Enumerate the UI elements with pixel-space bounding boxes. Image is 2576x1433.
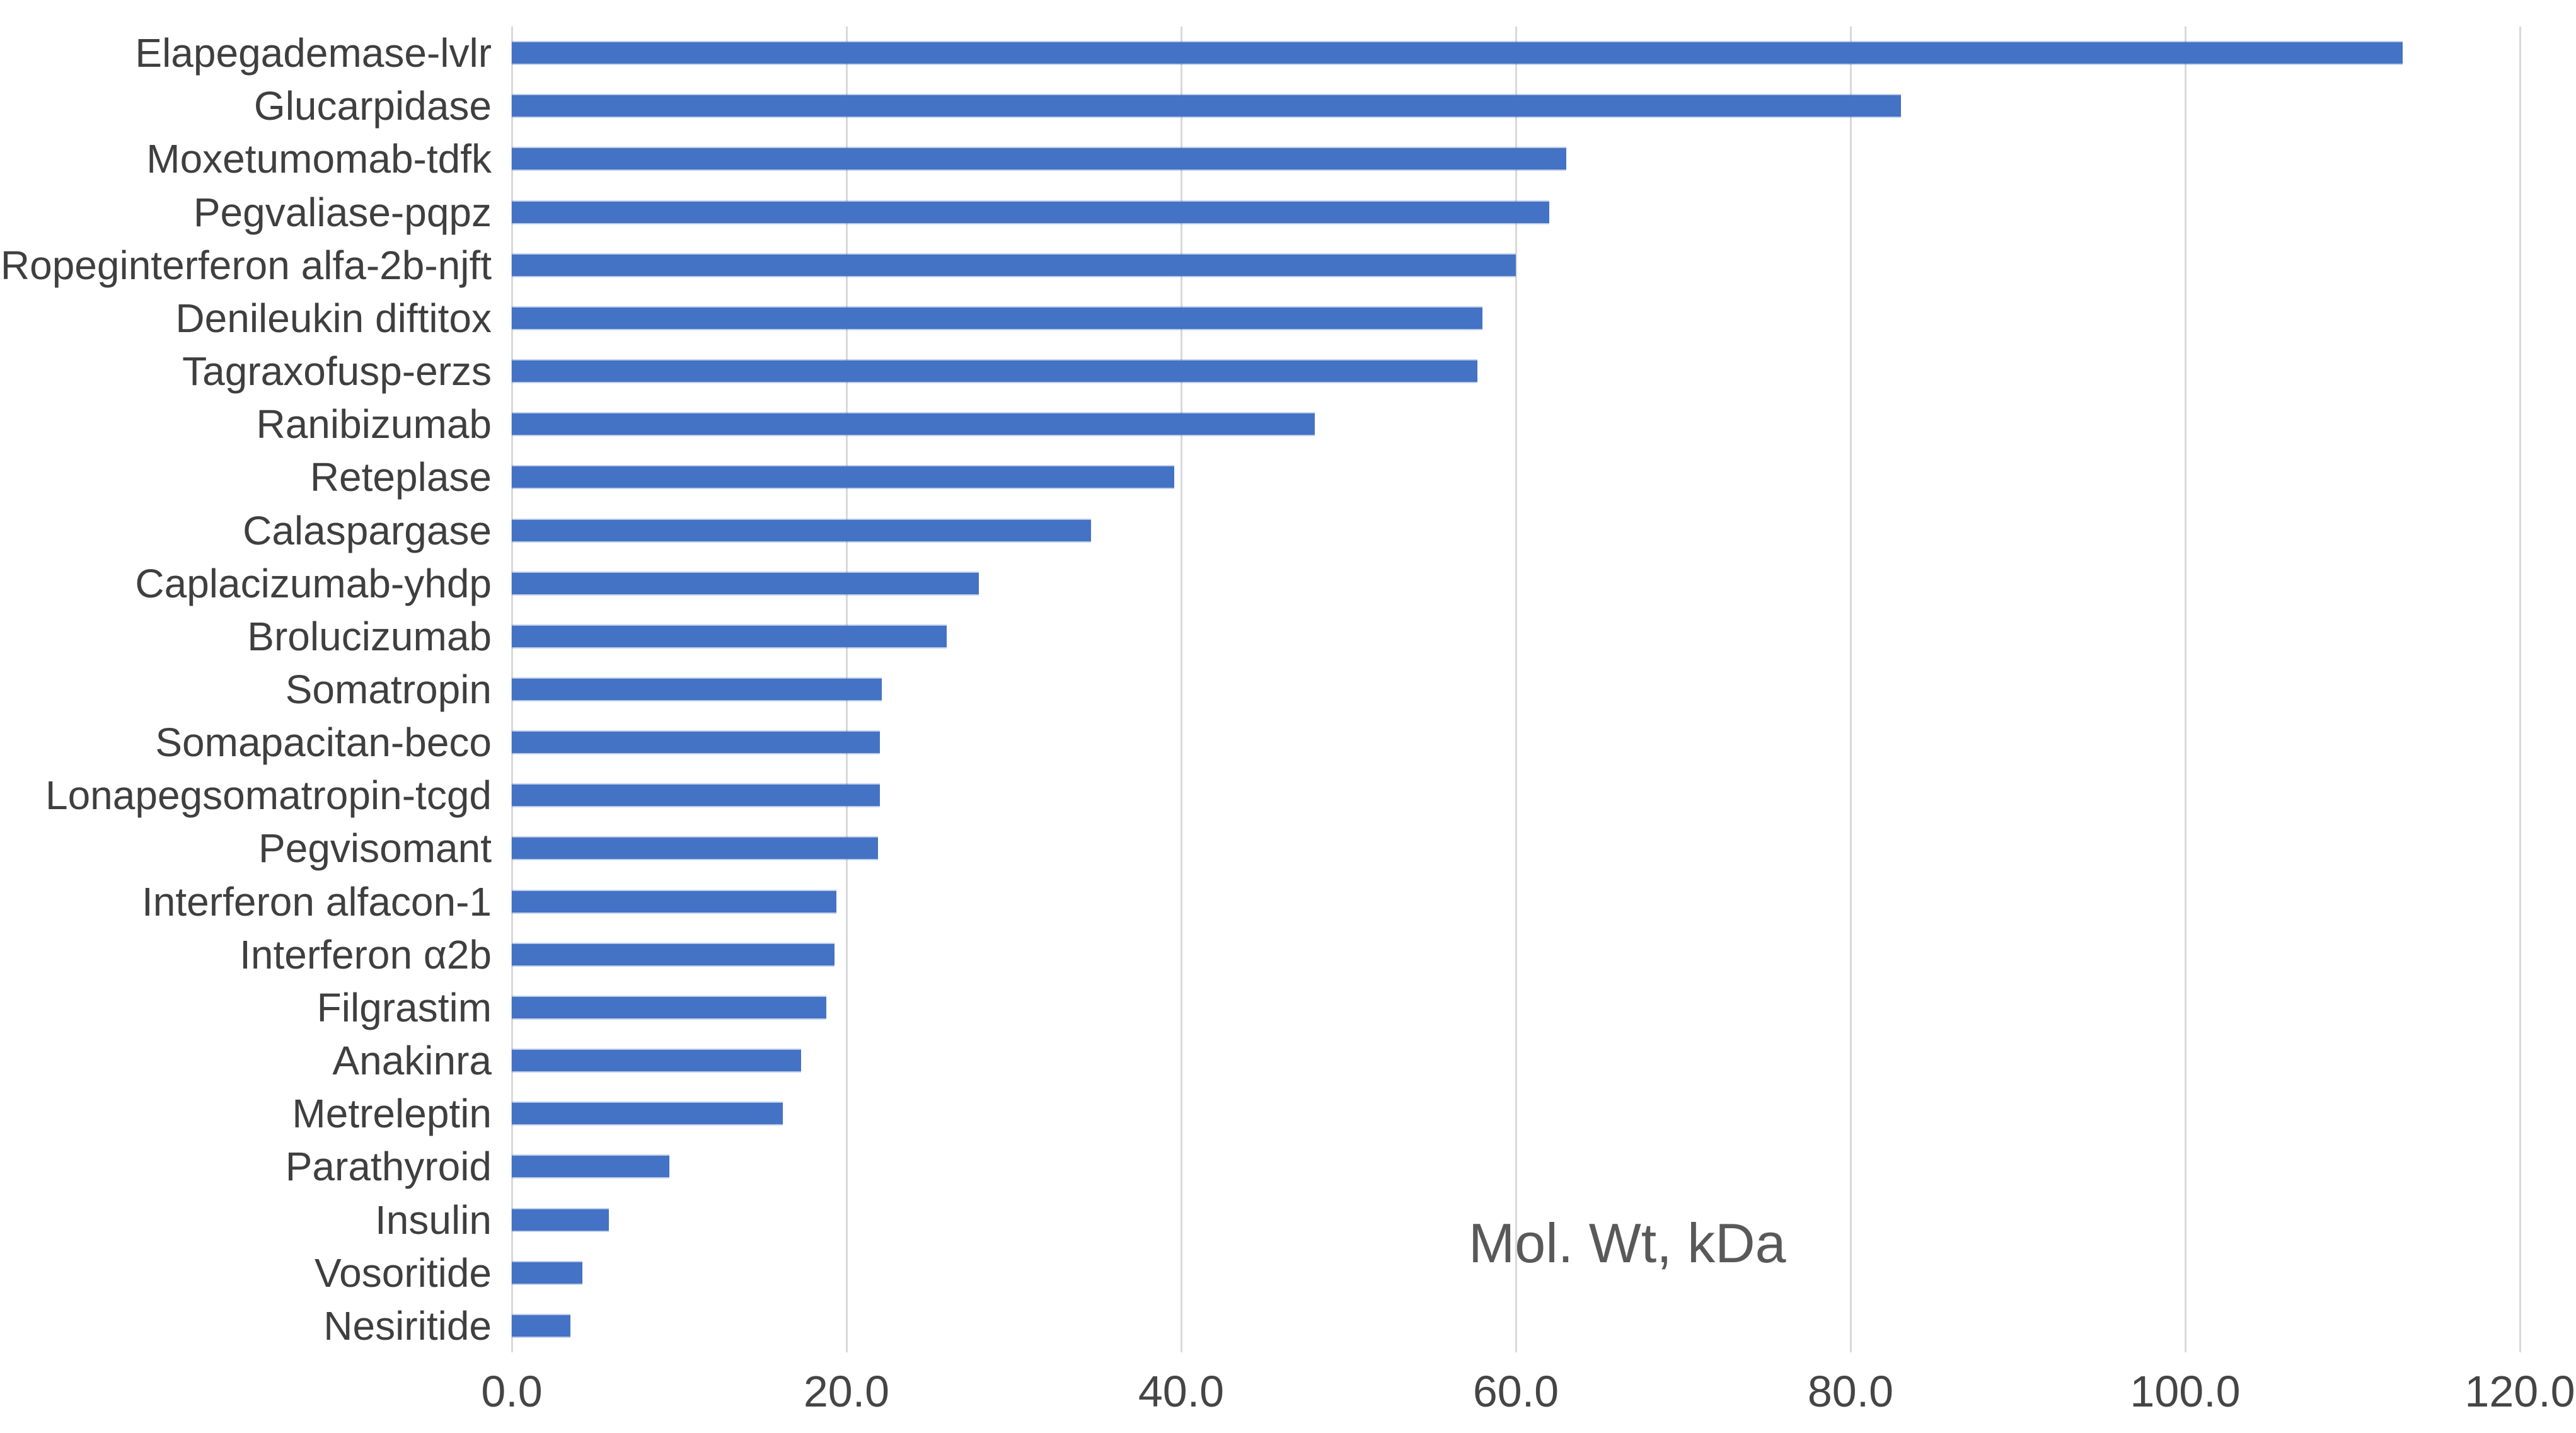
bar xyxy=(512,785,881,807)
bar xyxy=(512,1103,783,1125)
x-tick-label: 60.0 xyxy=(1472,1367,1559,1416)
bar xyxy=(512,1262,582,1284)
bar xyxy=(512,732,881,754)
bar xyxy=(512,519,1091,541)
category-label: Interferon alfacon-1 xyxy=(142,878,492,924)
bar xyxy=(512,42,2403,64)
gridline xyxy=(2519,26,2521,1352)
bar xyxy=(512,572,979,594)
bar xyxy=(512,996,827,1018)
bar xyxy=(512,413,1315,435)
bar xyxy=(512,466,1175,488)
bar xyxy=(512,1156,669,1178)
bar xyxy=(512,95,1901,117)
category-label: Denileukin diftitox xyxy=(175,295,492,341)
bar xyxy=(512,201,1550,223)
category-label: Ranibizumab xyxy=(256,401,492,447)
category-label: Tagraxofusp-erzs xyxy=(182,348,492,394)
x-tick-label: 80.0 xyxy=(1807,1367,1894,1416)
x-tick-label: 0.0 xyxy=(481,1367,543,1416)
plot-area xyxy=(511,26,2521,1352)
category-label: Somatropin xyxy=(285,666,492,712)
category-label: Moxetumomab-tdfk xyxy=(146,136,492,182)
bar xyxy=(512,837,879,860)
bar xyxy=(512,1209,609,1231)
category-label: Anakinra xyxy=(332,1038,492,1084)
x-tick-label: 40.0 xyxy=(1138,1367,1225,1416)
category-label: Filgrastim xyxy=(316,984,492,1030)
bar xyxy=(512,625,947,647)
bar xyxy=(512,307,1482,329)
x-tick-label: 100.0 xyxy=(2130,1367,2241,1416)
category-label: Calaspargase xyxy=(243,507,492,553)
category-label: Elapegademase-lvlr xyxy=(135,30,492,76)
category-label: Parathyroid xyxy=(285,1144,492,1190)
bar xyxy=(512,360,1477,383)
x-tick-label: 120.0 xyxy=(2464,1367,2575,1416)
gridline xyxy=(1180,26,1182,1352)
category-label: Vosoritide xyxy=(314,1250,492,1296)
category-label: Ropeginterferon alfa-2b-njft xyxy=(0,242,492,288)
category-label: Lonapegsomatropin-tcgd xyxy=(45,773,492,819)
bar xyxy=(512,1050,802,1072)
bar xyxy=(512,148,1566,170)
category-label: Brolucizumab xyxy=(247,613,492,659)
bar xyxy=(512,943,835,965)
category-label: Metreleptin xyxy=(292,1091,492,1137)
bar xyxy=(512,890,837,912)
gridline xyxy=(2184,26,2186,1352)
category-label: Nesiritide xyxy=(323,1303,492,1349)
category-label: Interferon α2b xyxy=(240,931,492,977)
bar xyxy=(512,679,882,700)
x-tick-label: 20.0 xyxy=(803,1367,890,1416)
category-label: Caplacizumab-yhdp xyxy=(135,560,492,606)
bar xyxy=(512,1315,570,1337)
gridline xyxy=(1515,26,1517,1352)
category-label: Pegvisomant xyxy=(258,826,492,872)
category-label: Somapacitan-beco xyxy=(155,720,492,766)
bar xyxy=(512,254,1516,276)
category-label: Pegvaliase-pqpz xyxy=(193,189,492,235)
gridline xyxy=(1849,26,1852,1352)
category-label: Glucarpidase xyxy=(253,83,492,129)
category-label: Insulin xyxy=(375,1197,492,1243)
axis-unit-annotation: Mol. Wt, kDa xyxy=(1469,1212,1786,1274)
category-label: Reteplase xyxy=(309,454,492,500)
